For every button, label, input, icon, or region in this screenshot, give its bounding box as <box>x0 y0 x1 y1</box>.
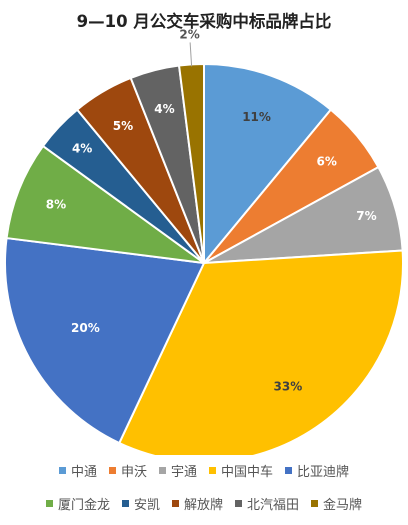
legend-item: 北汽福田 <box>235 494 299 513</box>
legend-label: 宇通 <box>170 465 197 480</box>
legend-label: 比亚迪牌 <box>297 465 350 480</box>
data-label: 20% <box>71 321 100 335</box>
legend-item: 解放牌 <box>171 494 223 513</box>
data-label: 2% <box>179 27 199 41</box>
legend-item: 安凯 <box>121 494 160 513</box>
legend-item: 厦门金龙 <box>45 494 110 513</box>
pie-slice <box>5 144 205 264</box>
data-label: 4% <box>154 102 174 116</box>
chart-title: 9—10 月公交车采购中标品牌占比 <box>76 12 332 31</box>
legend-row: 厦门金龙 安凯 解放牌 北汽福田 金马牌 <box>0 494 408 513</box>
legend-item: 申沃 <box>108 461 147 480</box>
legend-item: 中通 <box>58 461 97 480</box>
legend-swatch <box>209 467 216 474</box>
data-label: 7% <box>356 209 376 223</box>
legend-swatch <box>285 467 293 474</box>
legend-label: 中国中车 <box>221 465 274 480</box>
pie-slice <box>203 62 333 266</box>
legend-label: 中通 <box>70 465 97 480</box>
data-label: 6% <box>316 155 336 169</box>
legend-label: 厦门金龙 <box>57 498 110 513</box>
legend-item: 宇通 <box>158 461 197 480</box>
legend-label: 申沃 <box>120 465 147 480</box>
pie-chart: 11% 6% 7% 33% 20% 8% 4% 5% 4% 2% <box>4 27 404 455</box>
legend-swatch <box>235 500 242 507</box>
data-label: 4% <box>72 142 92 156</box>
data-label: 5% <box>113 119 133 133</box>
legend-row: 中通 申沃 宇通 中国中车 比亚迪牌 <box>0 461 408 480</box>
data-label: 11% <box>242 110 271 124</box>
legend-swatch <box>121 500 129 507</box>
legend-item: 金马牌 <box>311 494 362 513</box>
data-label: 8% <box>46 197 66 211</box>
pie-slice <box>117 249 404 455</box>
legend-swatch <box>108 467 116 474</box>
legend-label: 解放牌 <box>183 498 223 513</box>
label-leader-line <box>189 42 193 67</box>
legend-swatch <box>171 500 179 507</box>
legend-swatch <box>311 500 319 507</box>
legend-label: 安凯 <box>133 498 160 513</box>
legend-label: 金马牌 <box>323 498 363 513</box>
legend-item: 中国中车 <box>209 461 273 480</box>
legend-swatch <box>158 467 166 474</box>
data-label: 33% <box>274 379 303 393</box>
legend-swatch <box>45 500 53 507</box>
legend-label: 北汽福田 <box>247 498 300 513</box>
legend-item: 比亚迪牌 <box>285 461 349 480</box>
legend-swatch <box>58 467 66 474</box>
pie-slice <box>4 236 206 445</box>
